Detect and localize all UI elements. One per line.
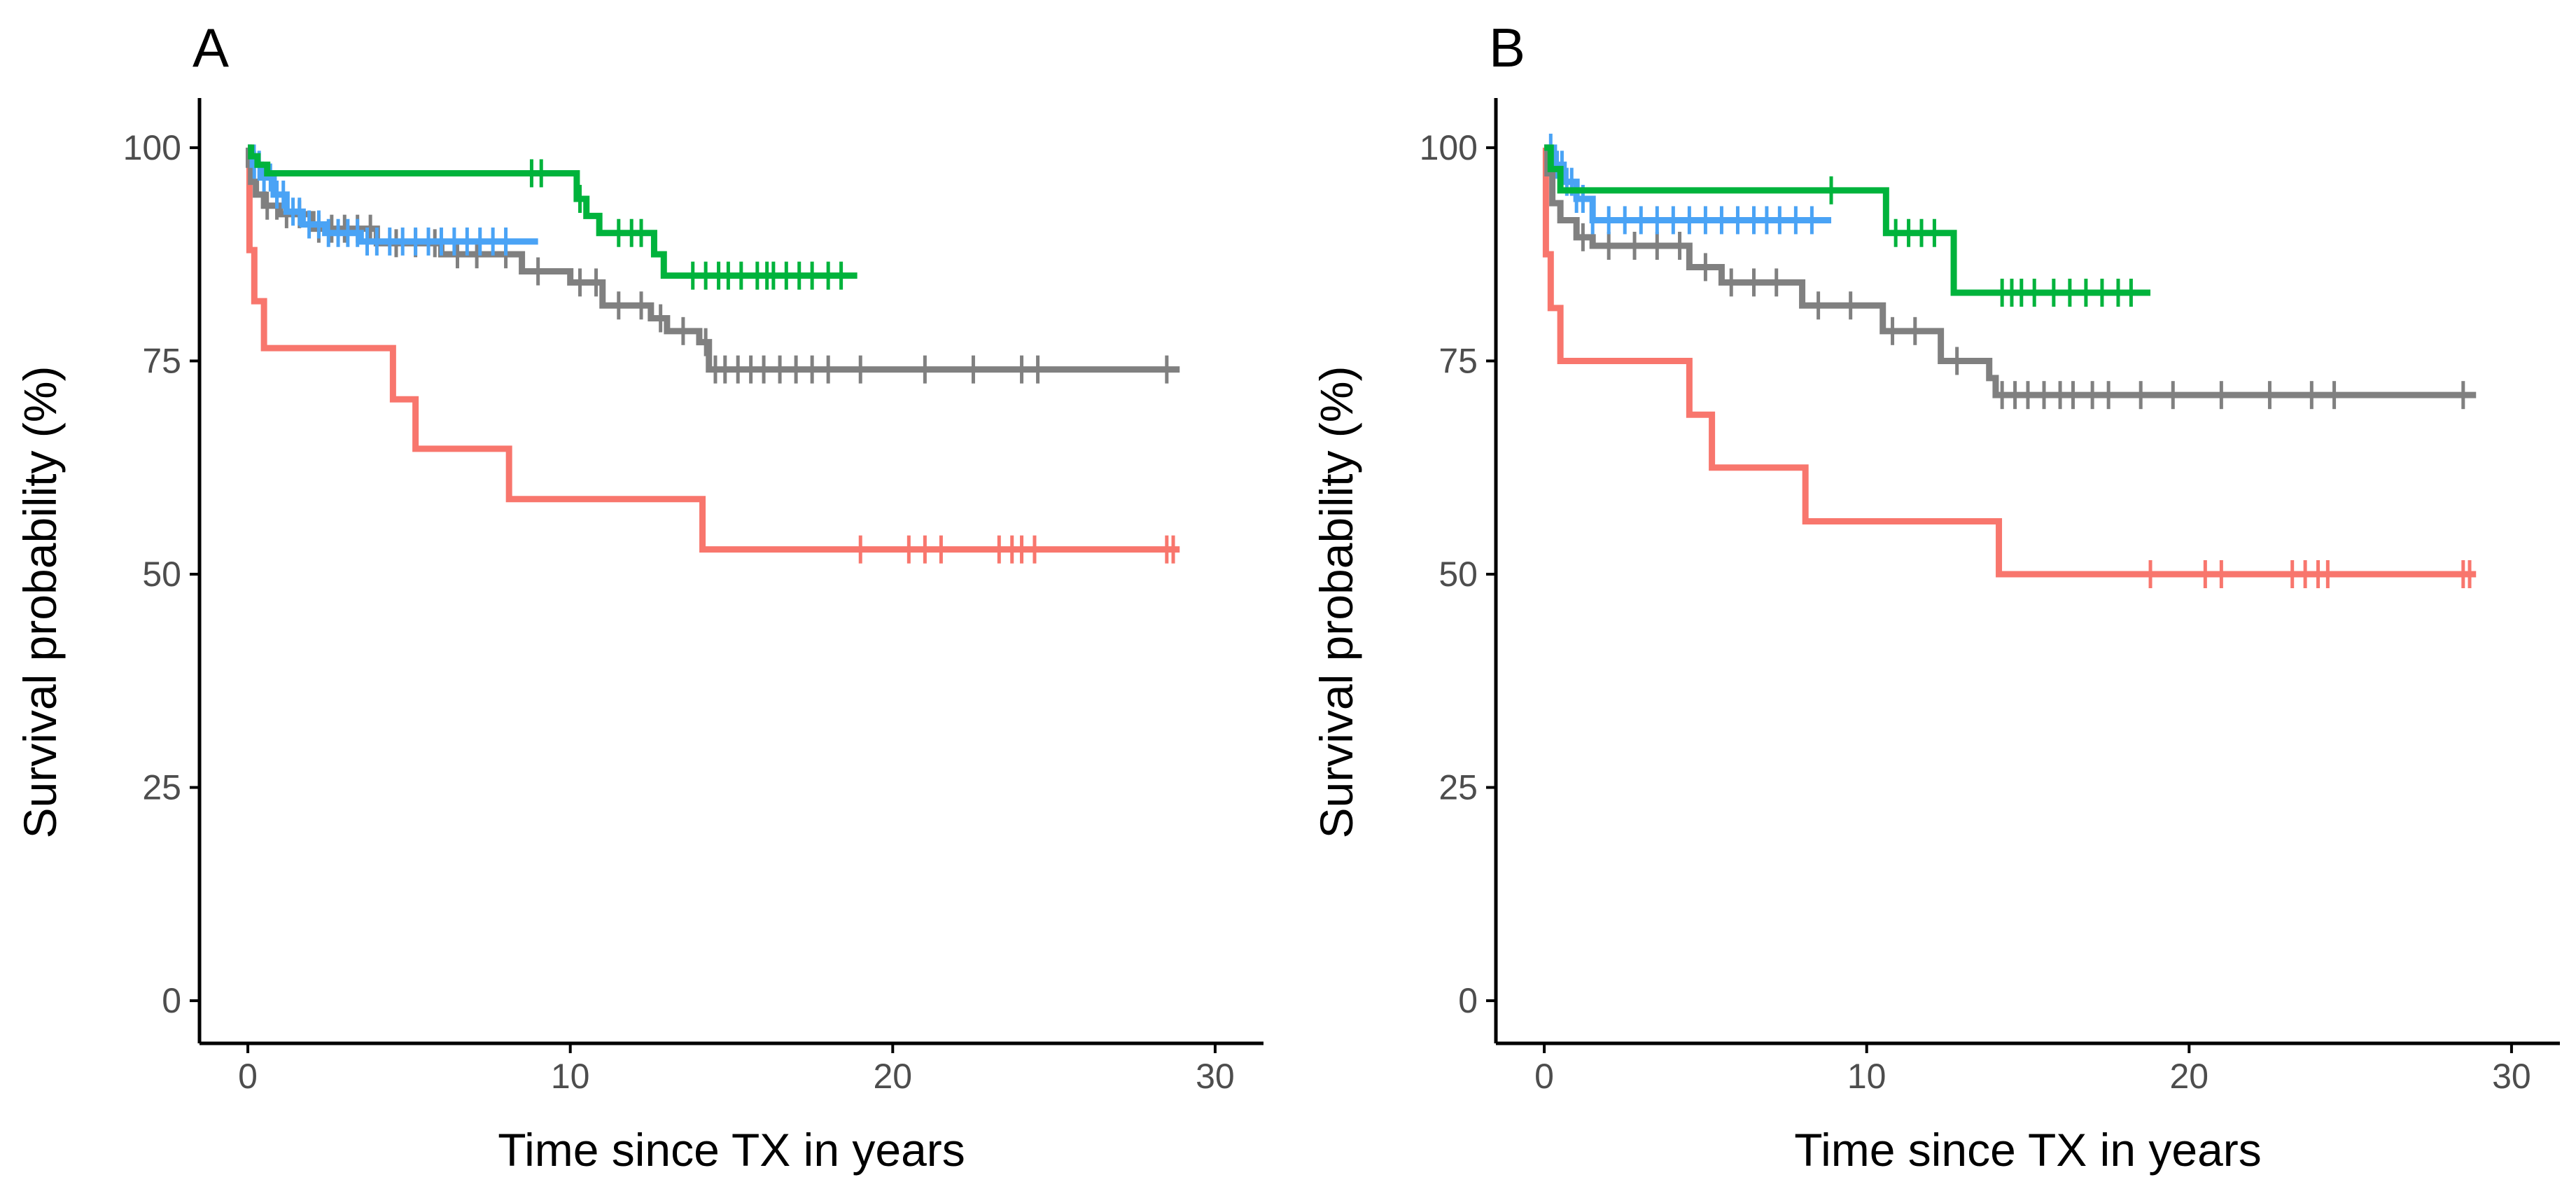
km-curve-green xyxy=(248,144,858,279)
km-curve-red xyxy=(246,144,1180,553)
km-curve-green xyxy=(1544,144,2151,296)
x-tick-label: 10 xyxy=(551,1057,590,1096)
y-tick-label: 75 xyxy=(142,341,181,380)
panel-letter: B xyxy=(1489,17,1525,78)
y-axis-title: Survival probability (%) xyxy=(1310,366,1362,839)
x-tick-label: 0 xyxy=(1534,1057,1554,1096)
y-tick-label: 75 xyxy=(1438,341,1478,380)
x-tick-label: 30 xyxy=(1196,1057,1235,1096)
x-tick-label: 10 xyxy=(1847,1057,1886,1096)
y-tick-label: 0 xyxy=(162,981,181,1020)
y-tick-label: 25 xyxy=(1438,768,1478,807)
series-blue xyxy=(1544,133,1832,235)
km-curve-red xyxy=(1542,144,2477,578)
y-tick-label: 100 xyxy=(123,128,181,167)
y-tick-label: 0 xyxy=(1458,981,1478,1020)
y-tick-label: 100 xyxy=(1420,128,1478,167)
x-tick-label: 20 xyxy=(2169,1057,2208,1096)
series-red xyxy=(1542,144,2477,588)
panel-letter: A xyxy=(192,17,229,78)
x-axis-title: Time since TX in years xyxy=(498,1124,965,1176)
km-curve-blue xyxy=(248,144,538,245)
series-blue xyxy=(248,144,538,256)
y-tick-label: 50 xyxy=(142,555,181,594)
series-green xyxy=(1544,144,2151,307)
y-tick-label: 50 xyxy=(1438,555,1478,594)
series-red xyxy=(246,144,1180,564)
series-green xyxy=(248,144,858,290)
series-grey xyxy=(1544,144,2477,410)
x-axis-title: Time since TX in years xyxy=(1794,1124,2262,1176)
panel-b: B 0 25 50 75 100 0 10 20 30 Time since TX in years… xyxy=(1310,17,2560,1176)
x-tick-label: 30 xyxy=(2492,1057,2531,1096)
x-tick-label: 0 xyxy=(238,1057,258,1096)
panel-a: A 0 25 50 75 100 0 10 20 30 Time since TX in years… xyxy=(14,17,1264,1176)
y-tick-label: 25 xyxy=(142,768,181,807)
km-curve-grey xyxy=(245,144,1180,373)
y-axis-title: Survival probability (%) xyxy=(14,366,66,839)
x-tick-label: 20 xyxy=(873,1057,912,1096)
